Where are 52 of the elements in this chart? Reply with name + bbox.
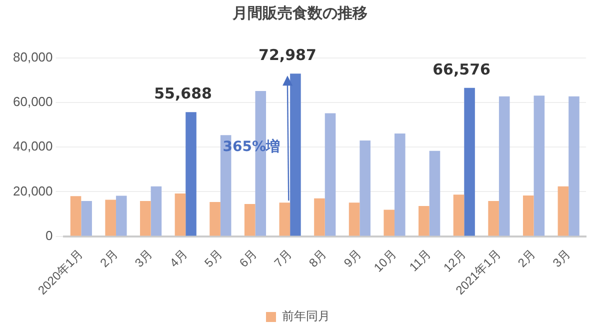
- bar: [174, 193, 186, 236]
- bar: [418, 206, 430, 236]
- bar: [348, 202, 360, 236]
- bar: [140, 201, 151, 236]
- bar: [488, 201, 499, 236]
- bar: [568, 96, 580, 236]
- x-tick-label: 4月: [166, 246, 190, 270]
- bar: [394, 134, 406, 236]
- y-tick-label: 80,000: [12, 50, 53, 65]
- bar: [279, 202, 290, 236]
- bar: [558, 186, 569, 236]
- x-tick-label: 6月: [236, 246, 260, 270]
- x-tick-label: 2月: [515, 246, 538, 270]
- data-label: 72,987: [258, 46, 316, 64]
- bar: [314, 198, 325, 236]
- x-tick-label: 7月: [271, 246, 295, 270]
- bar: [429, 150, 440, 236]
- x-tick-label: 11月: [406, 246, 434, 274]
- bar: [498, 96, 510, 236]
- x-tick-label: 10月: [371, 246, 399, 275]
- y-tick-label: 20,000: [12, 183, 53, 198]
- data-label: 55,688: [154, 84, 212, 103]
- bar: [116, 196, 127, 236]
- y-tick-label: 60,000: [12, 94, 53, 110]
- x-tick-label: 3月: [132, 246, 156, 270]
- bar: [70, 196, 82, 236]
- x-tick-label: 12月: [440, 246, 469, 275]
- x-tick-label: 2月: [97, 246, 120, 270]
- bar: [534, 96, 545, 236]
- x-tick-label: 9月: [341, 246, 364, 270]
- bar: [186, 112, 196, 236]
- x-tick-label: 5月: [202, 246, 225, 270]
- data-label: 66,576: [432, 60, 490, 78]
- bar: [453, 194, 464, 236]
- chart-title: 月間販売食数の推移: [232, 4, 368, 23]
- x-tick-label: 3月: [550, 246, 574, 270]
- bar: [384, 210, 395, 236]
- bar: [290, 74, 301, 236]
- annotation: 365%増: [222, 138, 280, 155]
- y-tick-label: 40,000: [12, 138, 53, 154]
- bar: [210, 202, 220, 236]
- bar: [464, 88, 475, 236]
- y-tick-label: 0: [46, 228, 53, 243]
- x-tick-label: 8月: [306, 246, 330, 270]
- bar: [360, 140, 370, 236]
- bar: [324, 113, 336, 236]
- bar: [105, 200, 116, 236]
- bar: [244, 204, 256, 236]
- bar: [522, 195, 534, 236]
- legend-label: 前年同月: [282, 309, 330, 324]
- bar: [150, 186, 162, 236]
- bar: [81, 201, 92, 236]
